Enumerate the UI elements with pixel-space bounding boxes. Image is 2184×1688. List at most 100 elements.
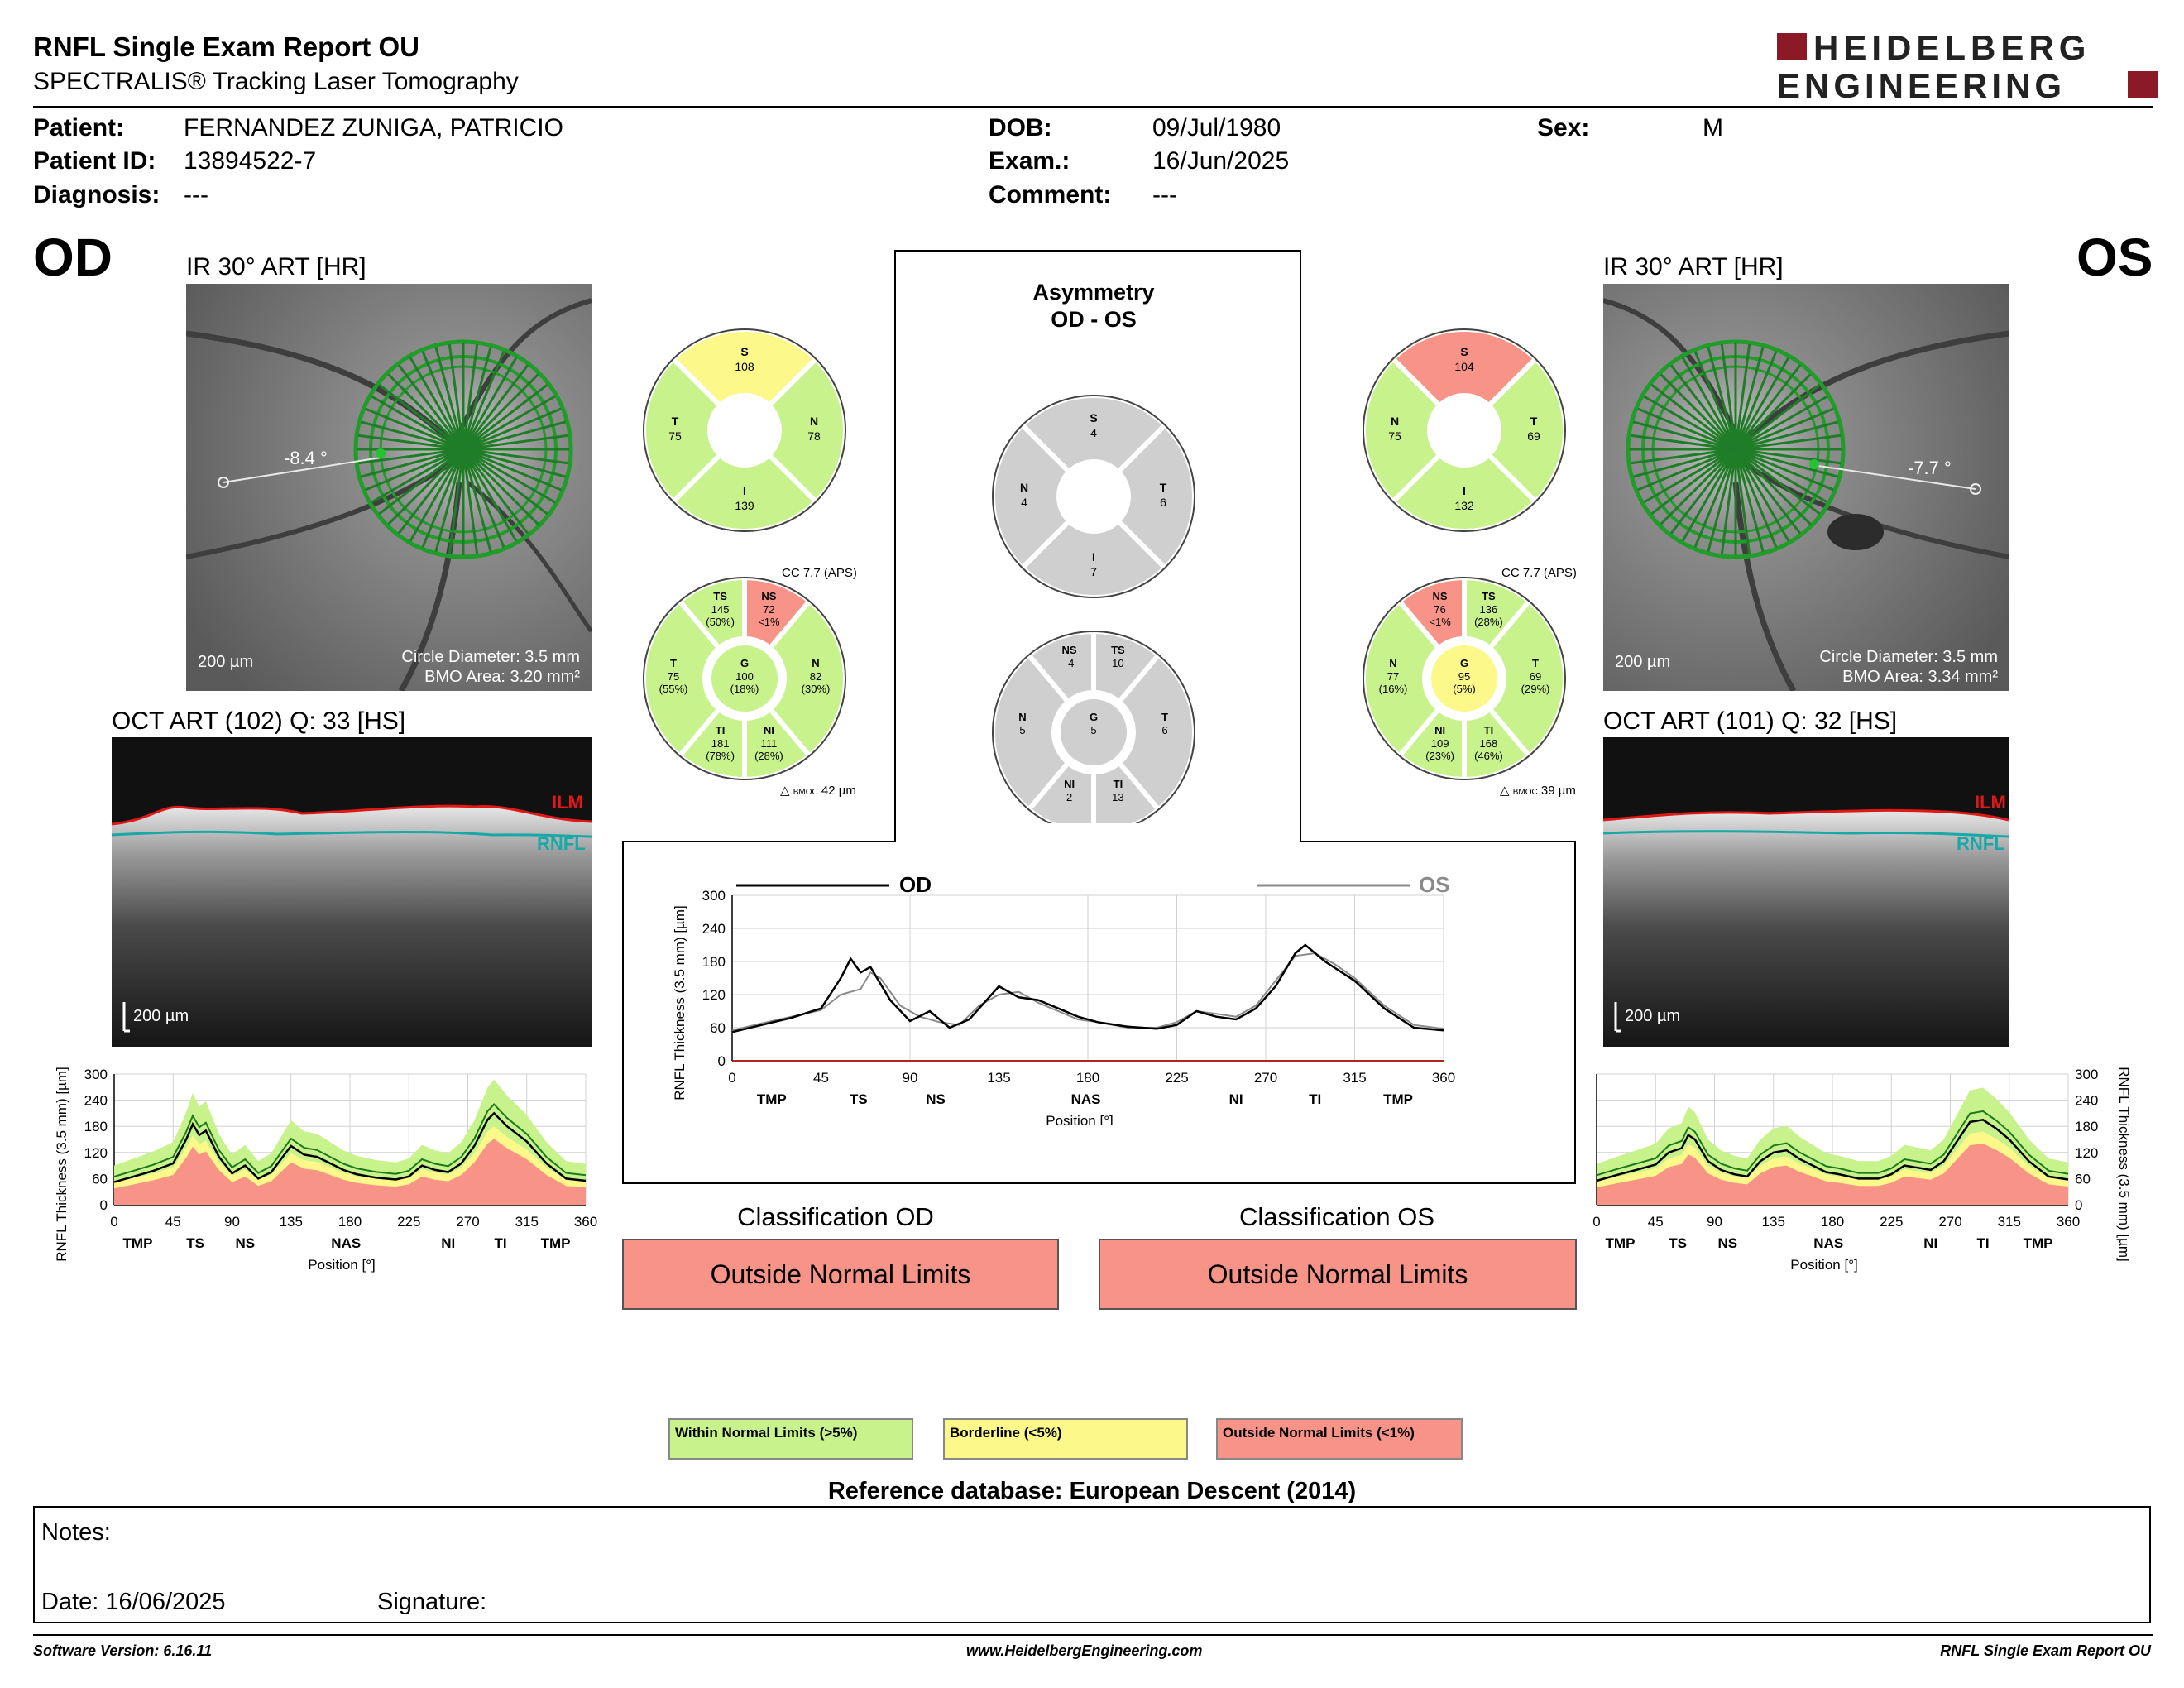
od-sect-value-ns-1: <1% — [758, 616, 780, 628]
od-sector-chart: NS72<1%N82(30%)NI111(28%)TI181(78%)T75(5… — [641, 574, 848, 783]
combined-sector-label-4: NI — [1229, 1091, 1243, 1107]
od-sect-value-t-0: 75 — [668, 670, 679, 683]
od-profile-ytick-5: 300 — [84, 1067, 108, 1082]
combined-legend-od: OD — [899, 872, 932, 897]
os-profile-ytick-1: 60 — [2075, 1171, 2091, 1187]
os-sect-value-ns-0: 76 — [1434, 603, 1445, 616]
combined-series-os — [731, 952, 1444, 1032]
os-sect-value-n-0: 77 — [1387, 670, 1399, 683]
patient-id: 13894522-7 — [184, 147, 317, 175]
os-profile-band-outside — [1597, 1144, 2068, 1205]
od-quad-value-t: 75 — [668, 429, 682, 443]
combined-legend-os: OS — [1419, 872, 1450, 897]
os-profile-mean-line — [1596, 1110, 2069, 1177]
os-profile-xtick-2: 90 — [1707, 1214, 1722, 1230]
asymmetry-subtitle: OD - OS — [1051, 307, 1137, 332]
report-title: RNFL Single Exam Report OU — [33, 31, 419, 62]
os-profile-sector-label-3: NAS — [1813, 1235, 1843, 1251]
os-quad-value-s: 104 — [1454, 360, 1474, 373]
od-profile-band-outside — [114, 1139, 586, 1205]
asym-quad-value-t: 6 — [1160, 496, 1166, 509]
os-profile-sector-label-5: TI — [1977, 1235, 1990, 1251]
combined-xtick-2: 90 — [903, 1070, 918, 1086]
os-fundus-image: -7.7 ° 200 µm Circle Diameter: 3.5 mm BM… — [1603, 284, 2009, 691]
od-profile-ytick-1: 60 — [92, 1171, 108, 1187]
od-quad-value-i: 139 — [735, 499, 754, 512]
os-quad-value-n: 75 — [1388, 429, 1401, 443]
od-sect-value-n-0: 82 — [810, 670, 821, 683]
asym-sect-value-n-0: 5 — [1019, 724, 1025, 736]
os-profile-xtick-5: 225 — [1880, 1214, 1903, 1230]
od-os-thickness-chart: 0 45 90 135 180 225 270 315 360 0 60 120 180 240 300 TM… — [672, 872, 1455, 1125]
combined-sector-label-0: TMP — [757, 1091, 787, 1107]
os-sect-label-n: N — [1389, 657, 1396, 669]
asym-quad-label-s: S — [1090, 411, 1097, 424]
os-sect-value-g-1: (5%) — [1453, 683, 1475, 695]
os-quad-outline — [1363, 328, 1566, 532]
od-classification-result: Outside Normal Limits — [622, 1239, 1059, 1310]
os-oct-title: OCT ART (101) Q: 32 [HS] — [1603, 707, 1898, 735]
od-profile-ytick-2: 120 — [84, 1145, 108, 1161]
svg-text:ENGINEERING: ENGINEERING — [1777, 66, 2066, 104]
report-subtitle: SPECTRALIS® Tracking Laser Tomography — [33, 68, 519, 95]
legend-outside-normal: Outside Normal Limits (<1%) — [1216, 1418, 1463, 1460]
os-profile-xtick-3: 135 — [1762, 1214, 1785, 1230]
od-sect-label-ti: TI — [716, 724, 726, 736]
combined-xtick-3: 135 — [987, 1070, 1010, 1086]
patient-label: Patient: — [33, 114, 125, 141]
combined-ytick-4: 240 — [702, 921, 726, 937]
combined-xtick-1: 45 — [813, 1070, 829, 1086]
od-profile-xtick-8: 360 — [574, 1214, 597, 1230]
os-profile-xtick-6: 270 — [1938, 1214, 1961, 1230]
combined-sector-label-5: TI — [1309, 1091, 1321, 1107]
od-quadrant-chart: S 108 N78 I 139 T75 — [641, 327, 848, 534]
od-circle-diameter: Circle Diameter: 3.5 mm — [401, 648, 580, 666]
os-quad-label-n: N — [1391, 415, 1399, 428]
od-sect-sector-g — [708, 642, 781, 715]
notes-signature: Signature: — [377, 1589, 487, 1615]
asym-sect-value-ni-0: 2 — [1066, 791, 1072, 803]
os-sect-value-ts-1: (28%) — [1474, 616, 1503, 628]
od-cc-label: CC 7.7 (APS) — [782, 566, 857, 580]
od-sect-value-ts-0: 145 — [711, 603, 730, 616]
dob-value: 09/Jul/1980 — [1152, 114, 1281, 141]
exam-value: 16/Jun/2025 — [1152, 147, 1290, 175]
comment-value: --- — [1152, 181, 1177, 209]
od-profile-sector-label-1: TS — [186, 1235, 204, 1251]
od-quad-value-n: 78 — [807, 429, 821, 443]
combined-ytick-0: 0 — [718, 1053, 726, 1069]
os-sect-value-n-1: (16%) — [1379, 683, 1408, 695]
od-quad-label-i: I — [743, 484, 746, 497]
os-sect-value-ni-1: (23%) — [1425, 750, 1454, 762]
asym-sect-sector-g — [1057, 696, 1130, 769]
combined-xtick-8: 360 — [1432, 1070, 1455, 1086]
combined-sector-label-3: NAS — [1071, 1091, 1101, 1107]
os-sect-label-ns: NS — [1433, 590, 1448, 602]
website-link[interactable]: www.HeidelbergEngineering.com — [966, 1642, 1203, 1659]
asym-sect-label-t: T — [1161, 711, 1168, 723]
od-eye-label: OD — [33, 228, 113, 287]
asym-sect-value-g-0: 5 — [1090, 724, 1096, 736]
od-sect-value-ni-1: (28%) — [754, 750, 783, 762]
os-profile-sector-label-1: TS — [1669, 1235, 1687, 1251]
os-profile-ytick-5: 300 — [2075, 1067, 2098, 1082]
od-sect-label-g: G — [740, 657, 749, 669]
os-profile-xlabel: Position [°] — [1790, 1257, 1857, 1273]
os-thickness-profile-chart: 0 45 90 135 180 225 270 315 360060120180240300TM… — [1592, 1067, 2132, 1273]
od-profile-xtick-4: 180 — [338, 1214, 362, 1230]
reference-database: Reference database: European Descent (20… — [827, 1478, 1357, 1504]
os-sect-value-t-1: (29%) — [1521, 683, 1550, 695]
od-sect-label-ts: TS — [713, 590, 727, 602]
od-sect-value-n-1: (30%) — [802, 683, 831, 695]
asym-quad-label-n: N — [1020, 481, 1028, 494]
legend-borderline: Borderline (<5%) — [943, 1418, 1188, 1460]
os-profile-ytick-3: 180 — [2075, 1119, 2098, 1134]
footer-divider — [33, 1634, 2153, 1636]
os-oct-scale: 200 µm — [1625, 1007, 1681, 1025]
footer-report-name: RNFL Single Exam Report OU — [1940, 1642, 2151, 1659]
os-profile-ylabel: RNFL Thickness (3.5 mm) [µm] — [2116, 1067, 2132, 1262]
od-quad-value-s: 108 — [735, 360, 754, 373]
diagnosis-value: --- — [184, 181, 208, 209]
asym-quad-value-i: 7 — [1090, 565, 1097, 578]
